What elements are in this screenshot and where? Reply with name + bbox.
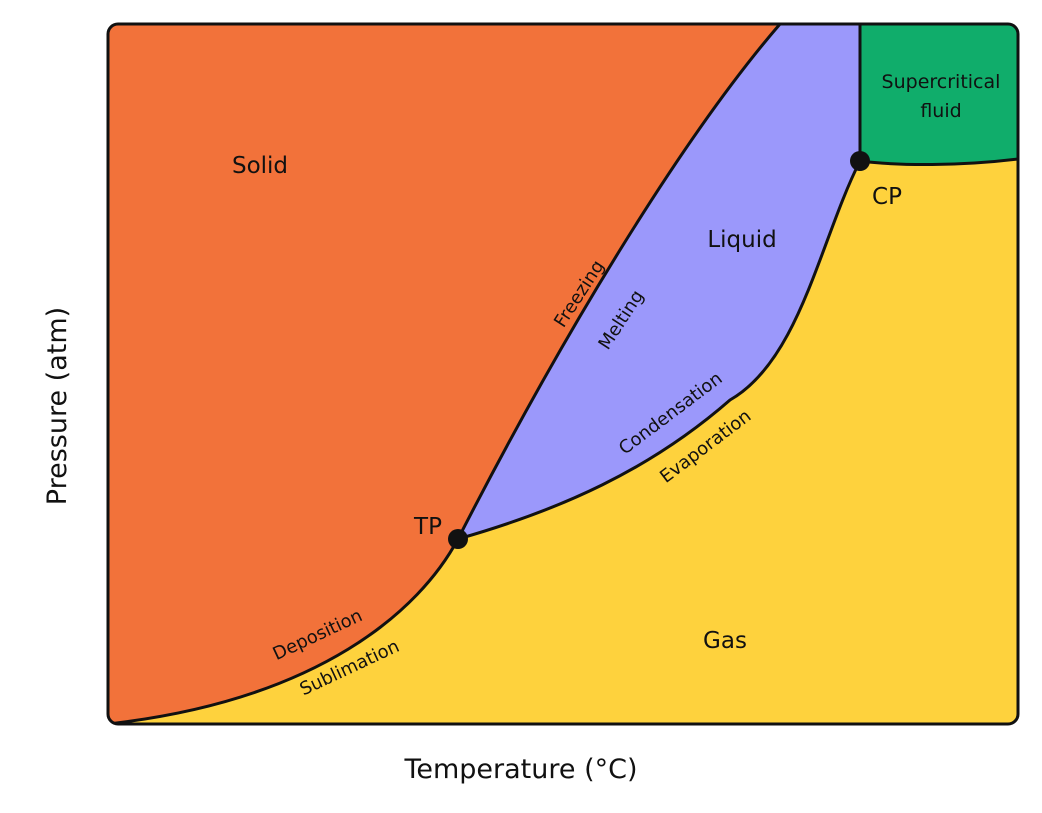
phase-boundaries xyxy=(108,24,1018,724)
supercritical-region xyxy=(860,24,1018,165)
triple-point-marker xyxy=(448,529,468,549)
vaporization-curve xyxy=(457,160,862,541)
critical-point-label: CP xyxy=(872,184,902,210)
critical-point-marker xyxy=(850,151,870,171)
solid-label: Solid xyxy=(232,153,288,179)
x-axis-label: Temperature (°C) xyxy=(403,754,637,785)
sublimation-curve xyxy=(108,538,460,724)
supercritical-boundary-line xyxy=(859,157,1018,167)
supercritical-label-line1: Supercritical xyxy=(882,71,1001,93)
liquid-label: Liquid xyxy=(707,227,776,253)
y-axis-label: Pressure (atm) xyxy=(42,307,73,505)
supercritical-label-line2: fluid xyxy=(920,100,961,122)
diagram-frame xyxy=(106,22,1020,726)
melting-curve xyxy=(456,24,782,540)
gas-label: Gas xyxy=(703,628,747,654)
liquid-region xyxy=(458,24,860,539)
triple-point-label: TP xyxy=(413,514,442,540)
solid-region xyxy=(108,24,780,724)
